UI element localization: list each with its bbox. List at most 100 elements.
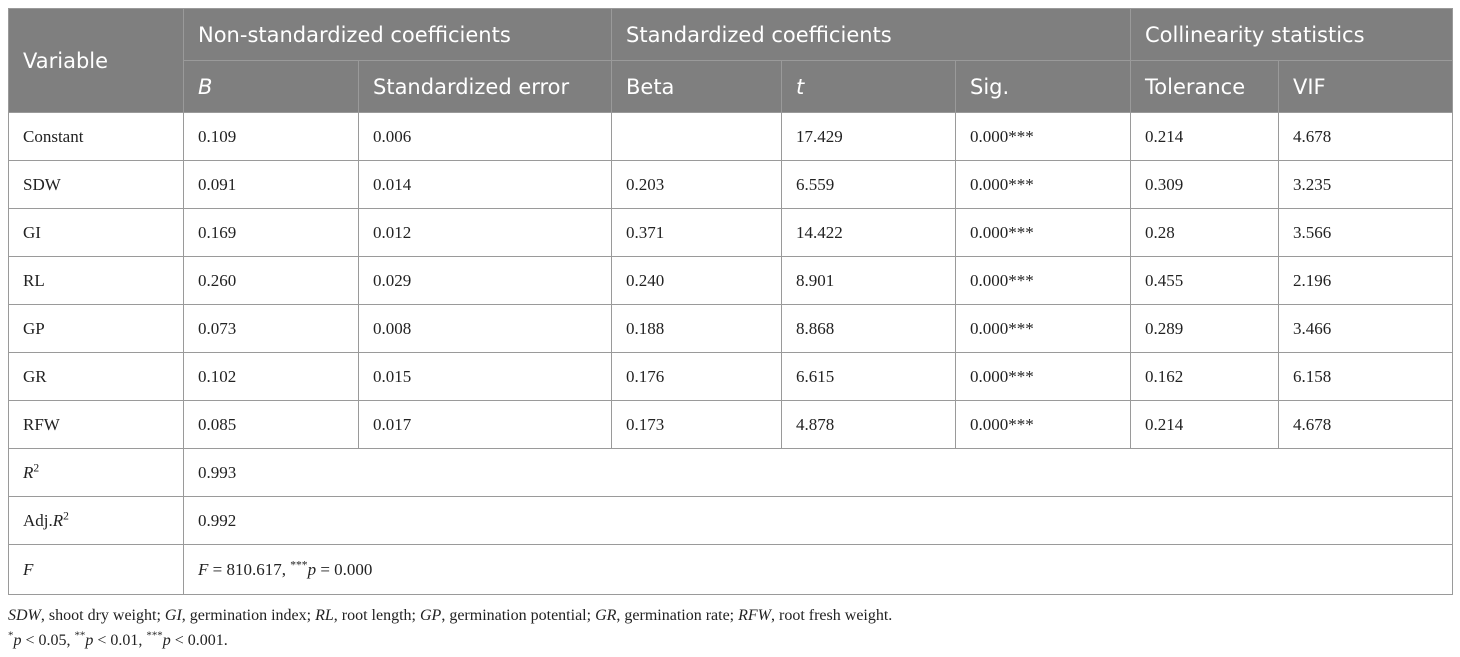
table-cell: 0.073 xyxy=(183,304,359,353)
table-cell: 0.309 xyxy=(1130,160,1279,209)
text-segment: p xyxy=(85,632,94,649)
regression-table: Variable Non-standardized coefficients St… xyxy=(8,8,1453,595)
row-label: Adj.R2 xyxy=(8,496,184,545)
header-group: Non-standardized coefficients xyxy=(183,8,612,61)
text-segment: , germination potential; xyxy=(441,607,596,624)
text-segment: , germination index; xyxy=(181,607,316,624)
table-cell: 0.085 xyxy=(183,400,359,449)
row-label: GR xyxy=(8,352,184,401)
table-cell: F = 810.617, ***p = 0.000 xyxy=(183,544,1453,595)
table-cell: 0.017 xyxy=(358,400,612,449)
table-cell: 0.176 xyxy=(611,352,782,401)
table-cell: 14.422 xyxy=(781,208,956,257)
header-group: Standardized coefficients xyxy=(611,8,1131,61)
text-segment: F xyxy=(23,559,34,579)
row-label: RL xyxy=(8,256,184,305)
text-segment: B xyxy=(198,74,213,99)
text-segment: Adj. xyxy=(23,510,53,530)
table-cell: 0.173 xyxy=(611,400,782,449)
table-row: RL 0.260 0.029 0.240 8.901 0.000*** 0.455 2.196 xyxy=(8,256,1453,305)
text-segment: p xyxy=(307,559,317,579)
table-cell: 0.006 xyxy=(358,112,612,161)
table-cell: 0.015 xyxy=(358,352,612,401)
row-label: Constant xyxy=(8,112,184,161)
header-cell: t xyxy=(781,60,956,113)
table-cell: 0.289 xyxy=(1130,304,1279,353)
text-segment: , root fresh weight. xyxy=(771,607,893,624)
table-cell: 0.162 xyxy=(1130,352,1279,401)
row-label: RFW xyxy=(8,400,184,449)
header-cell: VIF xyxy=(1278,60,1453,113)
table-cell: 2.196 xyxy=(1278,256,1453,305)
table-cell: 4.878 xyxy=(781,400,956,449)
header-cell: Tolerance xyxy=(1130,60,1279,113)
table-cell: 0.000*** xyxy=(955,160,1131,209)
table-body: Constant 0.109 0.006 17.429 0.000*** 0.214 4.6… xyxy=(8,112,1453,595)
text-segment: < 0.001. xyxy=(170,632,228,649)
text-segment: *** xyxy=(146,629,163,642)
table-cell: 6.559 xyxy=(781,160,956,209)
header-cell: Variable xyxy=(8,8,184,113)
text-segment: GI xyxy=(164,607,182,624)
table-cell: 0.188 xyxy=(611,304,782,353)
table-cell: 0.214 xyxy=(1130,400,1279,449)
text-segment: GR xyxy=(595,607,617,624)
table-cell: 0.371 xyxy=(611,208,782,257)
table-cell: 0.000*** xyxy=(955,256,1131,305)
table-row: R2 0.993 xyxy=(8,448,1453,497)
text-segment: ** xyxy=(74,629,86,642)
header-group: Collinearity statistics xyxy=(1130,8,1453,61)
table-row: RFW 0.085 0.017 0.173 4.878 0.000*** 0.214 4.67… xyxy=(8,400,1453,449)
header-cell: B xyxy=(183,60,359,113)
table-cell: 3.566 xyxy=(1278,208,1453,257)
table-cell: 0.091 xyxy=(183,160,359,209)
table-cell xyxy=(611,112,782,161)
table-cell: 0.000*** xyxy=(955,352,1131,401)
row-label: GP xyxy=(8,304,184,353)
footnote: *p < 0.05, **p < 0.01, ***p < 0.001. xyxy=(8,628,892,653)
text-segment: R xyxy=(23,462,34,482)
table-cell: 0.000*** xyxy=(955,112,1131,161)
footnotes: SDW, shoot dry weight; GI, germination i… xyxy=(8,603,892,653)
table-cell: 0.992 xyxy=(183,496,1453,545)
table-row: Constant 0.109 0.006 17.429 0.000*** 0.214 4.6… xyxy=(8,112,1453,161)
text-segment: t xyxy=(796,74,805,99)
footnote: SDW, shoot dry weight; GI, germination i… xyxy=(8,603,892,628)
text-segment: * xyxy=(8,629,14,642)
text-segment: RL xyxy=(315,607,334,624)
table-cell: 0.203 xyxy=(611,160,782,209)
text-segment: p xyxy=(162,632,171,649)
table-cell: 4.678 xyxy=(1278,112,1453,161)
table-row: Adj.R2 0.992 xyxy=(8,496,1453,545)
row-label: SDW xyxy=(8,160,184,209)
row-label: GI xyxy=(8,208,184,257)
table-cell: 0.109 xyxy=(183,112,359,161)
text-segment: p xyxy=(13,632,22,649)
text-segment: F xyxy=(198,559,209,579)
table-row: GR 0.102 0.015 0.176 6.615 0.000*** 0.162 6.158 xyxy=(8,352,1453,401)
header-cell: Sig. xyxy=(955,60,1131,113)
text-segment: 2 xyxy=(63,508,69,522)
table-cell: 6.615 xyxy=(781,352,956,401)
text-segment: GP xyxy=(419,607,442,624)
table-cell: 0.169 xyxy=(183,208,359,257)
table-cell: 0.029 xyxy=(358,256,612,305)
table-cell: 6.158 xyxy=(1278,352,1453,401)
table-cell: 0.993 xyxy=(183,448,1453,497)
header-cell: Standardized error xyxy=(358,60,612,113)
table-cell: 0.000*** xyxy=(955,208,1131,257)
table-cell: 8.868 xyxy=(781,304,956,353)
table-cell: 0.28 xyxy=(1130,208,1279,257)
header-row: B Standardized error Beta t Sig. Tolerance VIF xyxy=(9,60,1453,113)
table-header: Variable Non-standardized coefficients St… xyxy=(8,8,1453,113)
table-cell: 0.260 xyxy=(183,256,359,305)
table-cell: 4.678 xyxy=(1278,400,1453,449)
row-label: R2 xyxy=(8,448,184,497)
text-segment: < 0.05, xyxy=(21,632,75,649)
table-row: SDW 0.091 0.014 0.203 6.559 0.000*** 0.309 3.23… xyxy=(8,160,1453,209)
text-segment: = 0.000 xyxy=(316,559,373,579)
table-cell: 3.235 xyxy=(1278,160,1453,209)
